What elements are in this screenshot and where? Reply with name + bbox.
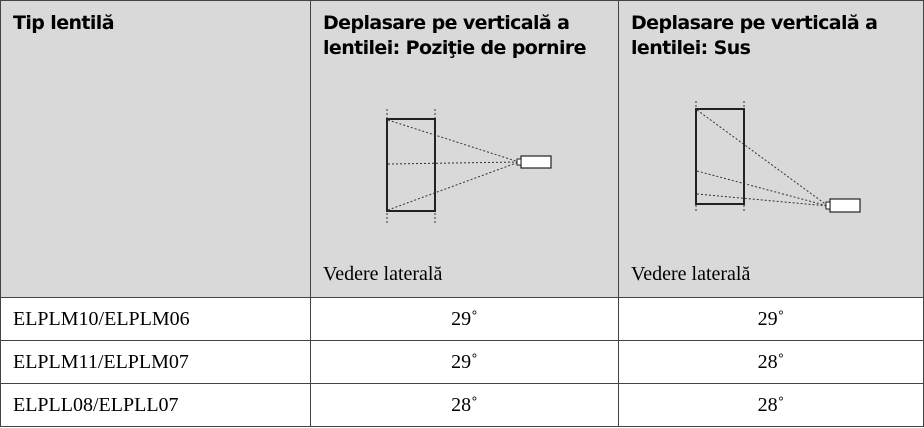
lens-type: ELPLM11/ELPLM07	[0, 340, 311, 384]
body-row: ELPLM11/ELPLM07 29˚ 28˚	[0, 340, 924, 384]
side-view-diagram	[386, 109, 552, 223]
lens-type: ELPLM10/ELPLM06	[0, 297, 311, 341]
header-title: Tip lentilă	[13, 12, 115, 34]
angle-value: 28˚	[618, 383, 924, 427]
lens-type: ELPLL08/ELPLL07	[0, 383, 311, 427]
header-title: Deplasare pe verticală a lentilei: Poziţ…	[323, 12, 587, 59]
angle-value: 29˚	[310, 297, 619, 341]
angle-value: 28˚	[618, 340, 924, 384]
angle-value: 29˚	[310, 340, 619, 384]
header-cell: Deplasare pe verticală a lentilei: Sus V…	[618, 0, 924, 298]
caption: Vedere laterală	[323, 263, 443, 285]
header-title: Deplasare pe verticală a lentilei: Sus	[631, 12, 878, 59]
body-row: ELPLL08/ELPLL07 28˚ 28˚	[0, 383, 924, 427]
header-cell: Tip lentilă	[0, 0, 311, 298]
header-cell: Deplasare pe verticală a lentilei: Poziţ…	[310, 0, 619, 298]
header-row: Tip lentilă Deplasare pe verticală a len…	[0, 0, 924, 298]
caption: Vedere laterală	[631, 263, 751, 285]
side-view-diagram	[695, 101, 861, 213]
angle-value: 28˚	[310, 383, 619, 427]
body-row: ELPLM10/ELPLM06 29˚ 29˚	[0, 297, 924, 341]
angle-value: 29˚	[618, 297, 924, 341]
